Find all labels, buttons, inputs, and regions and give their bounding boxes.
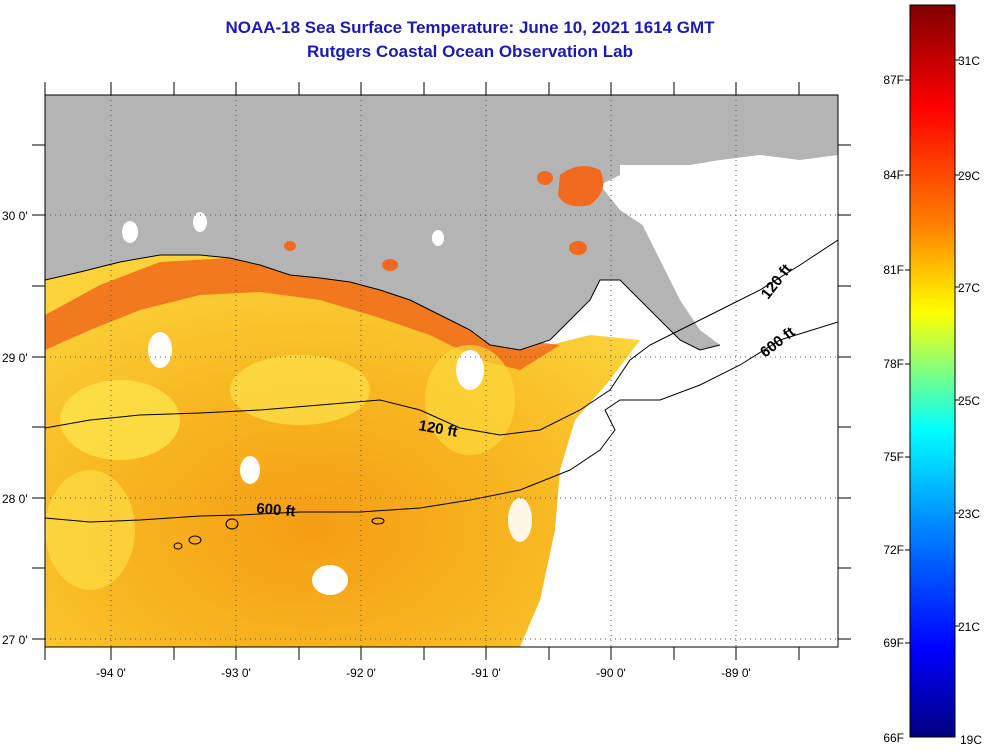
colorbar-c-label: 21C bbox=[958, 620, 980, 634]
colorbar-c-label: 29C bbox=[958, 169, 980, 183]
lon-label: -93 0' bbox=[221, 666, 251, 680]
lat-label: 29 0' bbox=[2, 351, 28, 365]
colorbar-c-label: 27C bbox=[958, 281, 980, 295]
map-subtitle: Rutgers Coastal Ocean Observation Lab bbox=[307, 42, 633, 61]
contour-120ft bbox=[45, 239, 838, 436]
lon-label: -94 0' bbox=[96, 666, 126, 680]
lat-label: 30 0' bbox=[2, 209, 28, 223]
contour-label-120ft-a: 120 ft bbox=[417, 417, 459, 441]
colorbar-f-label: 84F bbox=[883, 168, 904, 182]
plot-frame bbox=[44, 94, 839, 648]
colorbar-f-label: 87F bbox=[883, 73, 904, 87]
lon-label: -89 0' bbox=[721, 666, 751, 680]
lat-label: 27 0' bbox=[2, 633, 28, 647]
colorbar-f-label: 81F bbox=[883, 263, 904, 277]
colorbar-c-label: 19C bbox=[960, 733, 982, 747]
colorbar-c-label: 31C bbox=[958, 54, 980, 68]
colorbar-f-label: 75F bbox=[883, 450, 904, 464]
sst-nearshore-band bbox=[45, 258, 560, 370]
colorbar-f-label: 78F bbox=[883, 357, 904, 371]
lat-label: 28 0' bbox=[2, 492, 28, 506]
colorbar-f-label: 72F bbox=[883, 543, 904, 557]
map-title: NOAA-18 Sea Surface Temperature: June 10… bbox=[225, 18, 715, 37]
lon-label: -91 0' bbox=[471, 666, 501, 680]
contour-600ft bbox=[45, 321, 838, 523]
colorbar-c-label: 25C bbox=[958, 394, 980, 408]
contour-label-600ft-a: 600 ft bbox=[256, 500, 297, 520]
colorbar-c-label: 23C bbox=[958, 507, 980, 521]
lon-label: -90 0' bbox=[596, 666, 626, 680]
colorbar-f-label: 69F bbox=[883, 636, 904, 650]
land-mass bbox=[45, 95, 838, 350]
colorbar-f-label: 66F bbox=[883, 731, 904, 745]
lon-label: -92 0' bbox=[346, 666, 376, 680]
axis-ticks bbox=[32, 82, 851, 660]
colorbar bbox=[909, 4, 956, 738]
